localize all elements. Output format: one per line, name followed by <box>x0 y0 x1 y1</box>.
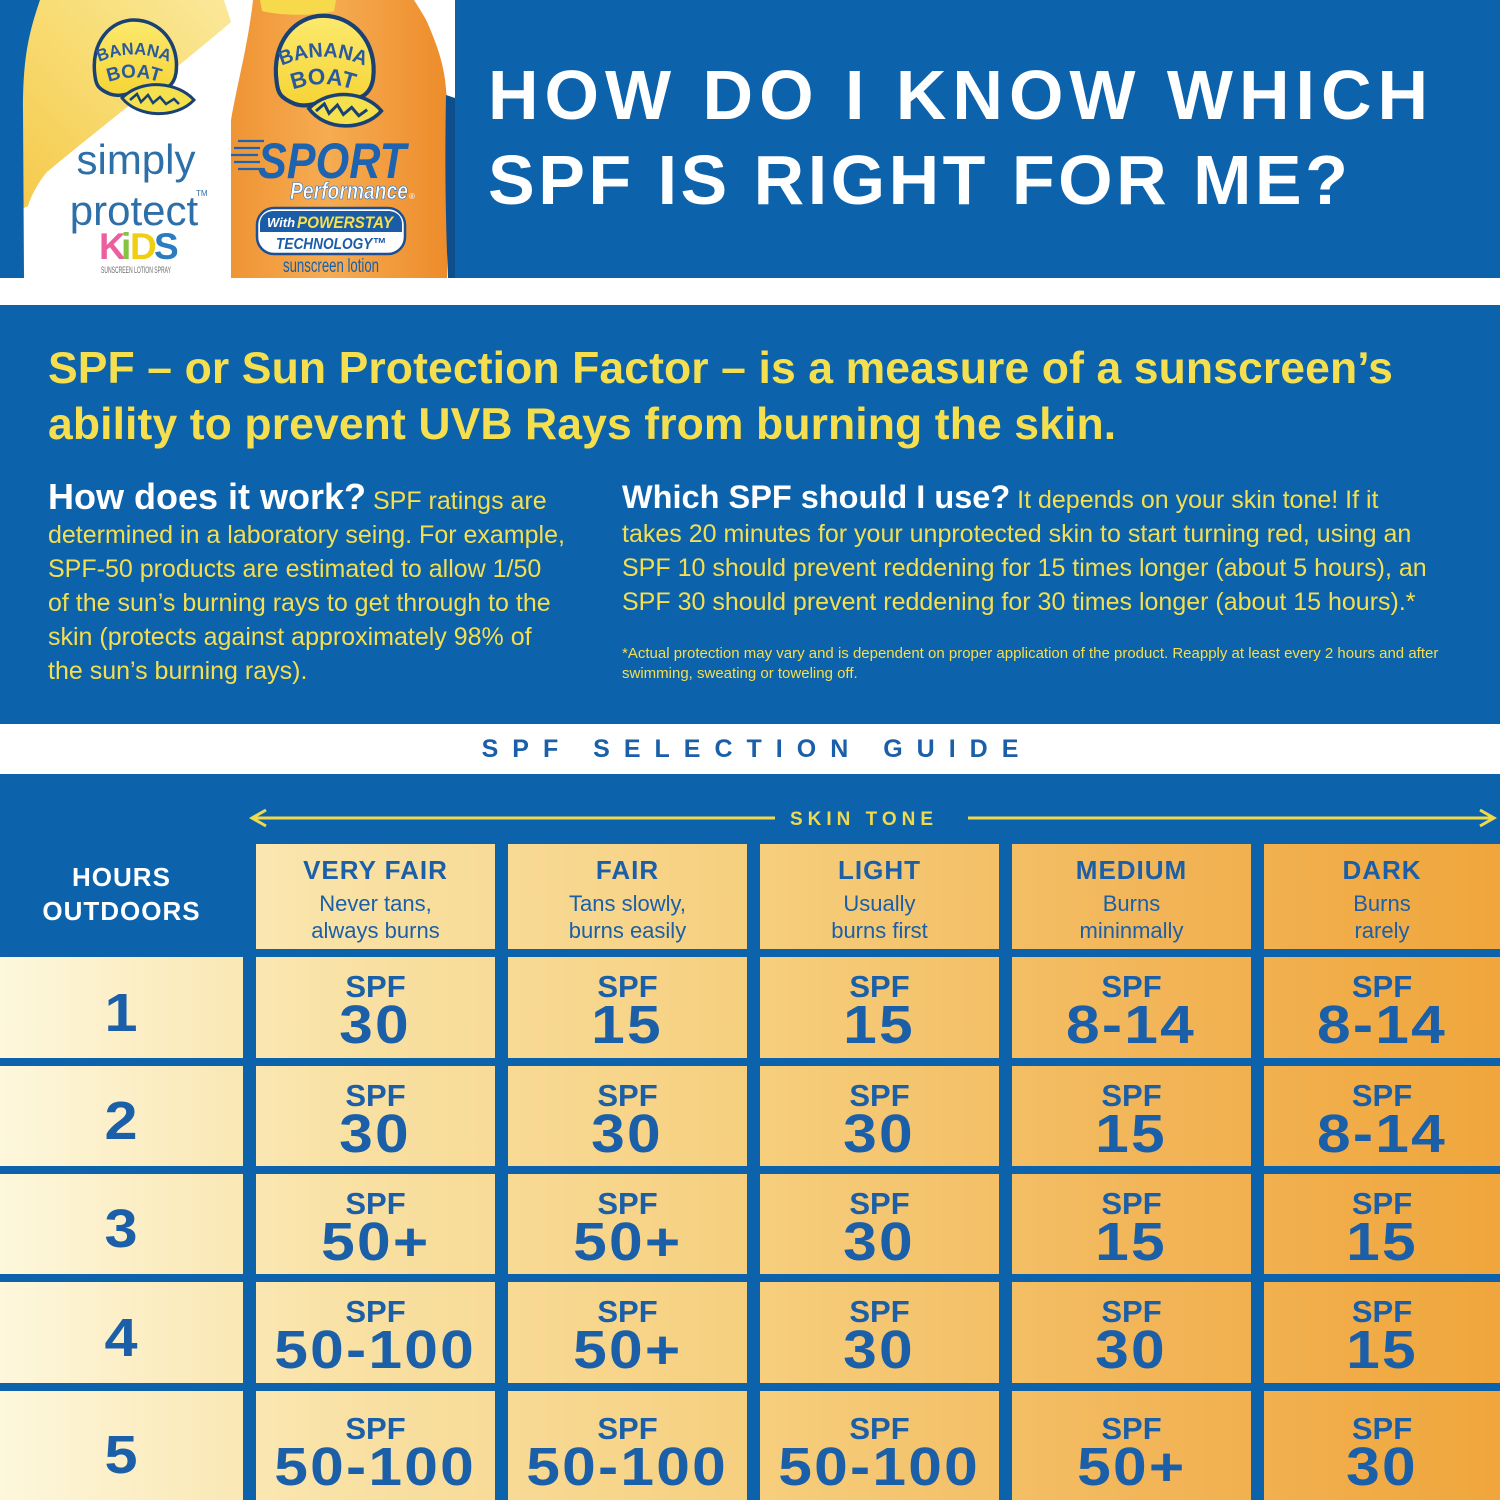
svg-text:K: K <box>99 226 126 267</box>
svg-text:protect: protect <box>70 187 199 234</box>
svg-text:TECHNOLOGY™: TECHNOLOGY™ <box>276 236 386 253</box>
svg-text:simply: simply <box>76 136 195 183</box>
svg-text:i: i <box>121 226 131 267</box>
svg-text:D: D <box>130 226 157 267</box>
svg-text:sunscreen lotion: sunscreen lotion <box>283 256 379 277</box>
svg-text:Performance: Performance <box>290 178 408 205</box>
svg-text:®: ® <box>409 192 415 201</box>
svg-text:SPORT: SPORT <box>258 133 410 189</box>
svg-text:SUNSCREEN LOTION SPRAY: SUNSCREEN LOTION SPRAY <box>101 265 171 275</box>
svg-text:TM: TM <box>196 189 208 198</box>
svg-text:S: S <box>154 226 179 267</box>
svg-text:SKIN TONE: SKIN TONE <box>790 809 938 830</box>
svg-text:POWERSTAY: POWERSTAY <box>297 213 394 232</box>
svg-text:With: With <box>267 215 295 230</box>
